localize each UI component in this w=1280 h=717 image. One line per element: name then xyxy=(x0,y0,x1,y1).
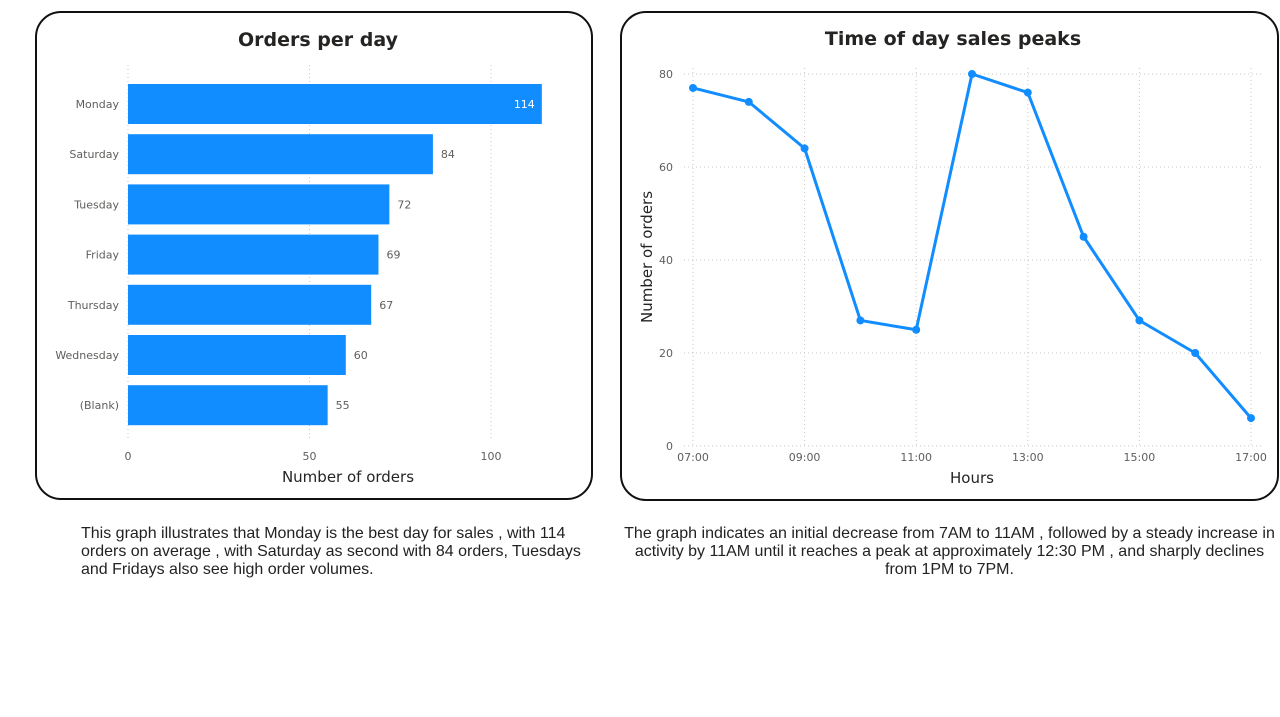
line-y-tick-label: 0 xyxy=(666,440,673,453)
line-y-tick-label: 20 xyxy=(659,347,673,360)
line-point-1700[interactable] xyxy=(1247,414,1255,423)
bar-category-label: Thursday xyxy=(67,299,120,312)
line-point-0800[interactable] xyxy=(744,97,753,106)
line-chart-title: Time of day sales peaks xyxy=(825,28,1081,50)
line-point-1000[interactable] xyxy=(856,316,865,325)
bar-x-tick-label: 100 xyxy=(481,450,502,463)
line-x-tick-label: 07:00 xyxy=(677,451,709,464)
line-point-1600[interactable] xyxy=(1191,349,1200,357)
time-of-day-chart: Time of day sales peaks 0 20 40 60 80 07:00 0… xyxy=(638,28,1267,487)
line-point-1500[interactable] xyxy=(1135,316,1144,325)
line-y-tick-label: 60 xyxy=(659,161,673,174)
bar-category-label: Wednesday xyxy=(55,349,119,362)
line-x-tick-label: 11:00 xyxy=(900,451,932,464)
bar-x-tick-label: 0 xyxy=(125,450,132,463)
bar-data-label: 55 xyxy=(336,399,350,412)
line-chart-caption: The graph indicates an initial decrease … xyxy=(624,525,1275,578)
line-point-0700[interactable] xyxy=(689,83,697,92)
bar-thursday[interactable] xyxy=(128,284,372,325)
bar-category-label: (Blank) xyxy=(80,399,119,412)
bar-data-label: 69 xyxy=(386,249,400,262)
bar-data-label: 60 xyxy=(354,349,368,362)
line-x-tick-label: 09:00 xyxy=(789,451,821,464)
bar-category-label: Saturday xyxy=(69,148,119,161)
time-of-day-card: Time of day sales peaks 0 20 40 60 80 07:00 0… xyxy=(620,11,1279,501)
line-series-path xyxy=(692,72,1253,420)
bar-data-label: 84 xyxy=(441,148,455,161)
line-x-tick-label: 17:00 xyxy=(1235,451,1267,464)
bar-saturday[interactable] xyxy=(128,134,433,175)
bar-category-label: Monday xyxy=(76,98,120,111)
bar-category-label: Tuesday xyxy=(73,198,119,211)
bar-x-axis-title: Number of orders xyxy=(282,468,414,486)
line-point-0900[interactable] xyxy=(800,144,809,153)
line-point-1200[interactable] xyxy=(968,70,976,78)
line-y-tick-label: 80 xyxy=(659,68,673,81)
line-point-1400[interactable] xyxy=(1079,232,1088,241)
bar-monday[interactable] xyxy=(128,84,542,124)
orders-per-day-card: Orders per day Monday 114 Saturday 84 Tuesda… xyxy=(35,11,593,500)
bar-friday[interactable] xyxy=(128,234,379,275)
line-point-1300[interactable] xyxy=(1023,88,1032,97)
line-x-tick-label: 15:00 xyxy=(1124,451,1156,464)
line-point-1100[interactable] xyxy=(912,325,921,334)
bar-data-label: 72 xyxy=(397,198,411,211)
line-x-axis-title: Hours xyxy=(950,469,994,487)
bar-tuesday[interactable] xyxy=(128,184,390,225)
orders-per-day-chart: Orders per day Monday 114 Saturday 84 Tuesda… xyxy=(55,29,542,486)
bar-data-label: 67 xyxy=(379,299,393,312)
bar-data-label: 114 xyxy=(514,98,535,111)
bar-blank[interactable] xyxy=(128,385,328,426)
bar-chart-title: Orders per day xyxy=(238,29,399,51)
bar-x-tick-label: 50 xyxy=(303,450,317,463)
line-y-tick-label: 40 xyxy=(659,254,673,267)
line-y-axis-title: Number of orders xyxy=(638,191,656,323)
bar-chart-caption: This graph illustrates that Monday is th… xyxy=(81,525,581,578)
line-x-tick-label: 13:00 xyxy=(1012,451,1044,464)
bar-category-label: Friday xyxy=(86,249,120,262)
bar-wednesday[interactable] xyxy=(128,335,346,375)
